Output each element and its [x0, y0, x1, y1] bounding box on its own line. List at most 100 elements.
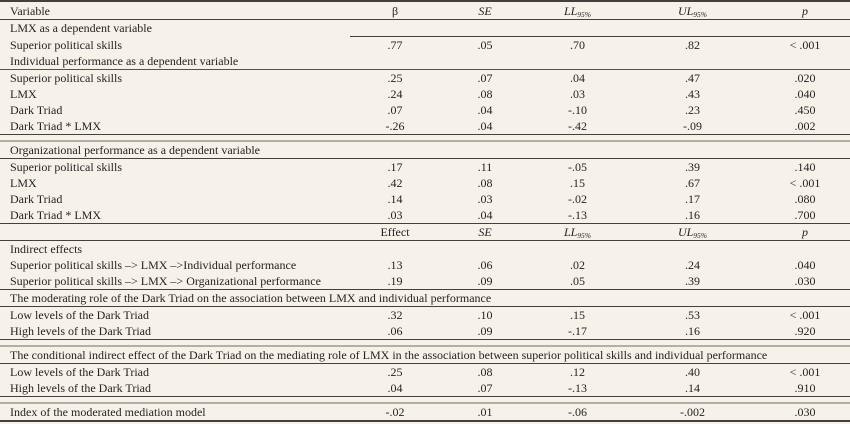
cell-ul: .39	[685, 274, 700, 288]
cell-se: .03	[477, 192, 493, 206]
section-header-label: LMX as a dependent variable	[10, 21, 152, 36]
cell-p: .040	[794, 258, 816, 272]
cell-se: .06	[477, 258, 493, 272]
section-divider-rule	[0, 339, 850, 347]
table-row: Low levels of the Dark Triad .25 .08 .12 .40…	[0, 364, 850, 381]
cell-ll: -.02	[568, 192, 587, 206]
cell-ul: .40	[685, 365, 700, 379]
section-header-label: The conditional indirect effect of the D…	[0, 346, 850, 364]
cell-p: .080	[794, 192, 816, 206]
table-row: Low levels of the Dark Triad .32 .10 .15 .53…	[0, 307, 850, 324]
cell-ll: -.05	[568, 160, 587, 174]
cell-se: .08	[477, 87, 493, 101]
column-header-beta: β	[350, 1, 440, 20]
cell-se: .07	[477, 71, 493, 85]
section-header-row: LMX as a dependent variable	[0, 19, 850, 37]
column-header-label: LL	[563, 225, 578, 239]
section-header-label: Organizational performance as a dependen…	[0, 141, 850, 159]
column-header-subscript: 95%	[693, 9, 708, 19]
column-header-subscript: 95%	[577, 231, 592, 240]
cell-beta: .13	[387, 258, 403, 272]
row-label: Dark Triad * LMX	[10, 208, 102, 222]
cell-p: < .001	[789, 38, 821, 52]
row-label: High levels of the Dark Triad	[10, 324, 151, 338]
section-header-row: Individual performance as a dependent va…	[0, 53, 850, 70]
cell-ul: .14	[685, 381, 700, 395]
section-header-label: Indirect effects	[10, 242, 83, 256]
column-header-variable: Variable	[0, 1, 350, 20]
cell-ll: .05	[570, 274, 585, 288]
row-label: Superior political skills	[10, 160, 122, 174]
cell-p: .920	[794, 324, 816, 338]
cell-ul: .43	[685, 87, 700, 101]
section-header-row: The moderating role of the Dark Triad on…	[0, 289, 850, 307]
cell-ll: .03	[570, 87, 585, 101]
cell-p: .002	[794, 119, 816, 133]
column-header-label: SE	[478, 225, 492, 239]
column-header-subscript: 95%	[693, 231, 708, 240]
column-header-label: Effect	[380, 225, 410, 239]
column-header-label: p	[802, 3, 808, 18]
cell-ul: .67	[685, 176, 700, 190]
column-header-label: UL	[677, 3, 694, 18]
cell-beta: .19	[387, 274, 403, 288]
column-header-variable	[0, 223, 350, 241]
cell-p: .910	[794, 381, 816, 395]
table-row: Dark Triad * LMX .03 .04 -.13 .16 .700	[0, 207, 850, 224]
table-row: Index of the moderated mediation model -.…	[0, 403, 850, 421]
cell-p: < .001	[789, 308, 821, 322]
table-row: Superior political skills –> LMX –>Indiv…	[0, 257, 850, 273]
cell-beta: .14	[387, 192, 403, 206]
cell-ll: .02	[570, 258, 585, 272]
cell-beta: .77	[387, 38, 403, 52]
cell-ll: -.17	[568, 324, 587, 338]
cell-se: .09	[477, 324, 493, 338]
cell-beta: .32	[387, 308, 403, 322]
cell-ul: .23	[685, 103, 700, 117]
cell-ll: -.42	[568, 119, 587, 133]
section-header-label: The moderating role of the Dark Triad on…	[0, 289, 850, 307]
section-header-row: The conditional indirect effect of the D…	[0, 346, 850, 364]
cell-p: .030	[794, 405, 816, 419]
row-label: LMX	[10, 176, 37, 190]
section-divider-rule	[0, 396, 850, 404]
table-row: High levels of the Dark Triad .04 .07 -.13.…	[0, 380, 850, 397]
divider-line	[0, 134, 850, 142]
cell-p: .700	[794, 208, 816, 222]
column-header-ul: UL95%	[625, 1, 760, 20]
cell-beta: .06	[387, 324, 403, 338]
row-label: High levels of the Dark Triad	[10, 381, 151, 395]
divider-line	[0, 339, 850, 347]
header1-row: Variable β SE LL95% UL95% p	[0, 1, 850, 20]
cell-p: .020	[794, 71, 816, 85]
cell-beta: .17	[387, 160, 403, 174]
cell-p: < .001	[789, 365, 821, 379]
table-row: Dark Triad * LMX -.26 .04 -.42 -.09 .002	[0, 118, 850, 135]
cell-beta: .25	[387, 71, 403, 85]
column-header-p: p	[760, 1, 850, 20]
cell-p: .040	[794, 87, 816, 101]
table-row: Dark Triad .07 .04 -.10 .23 .450	[0, 102, 850, 118]
cell-ll: .04	[570, 71, 585, 85]
column-header-p: p	[760, 223, 850, 241]
cell-se: .04	[477, 119, 493, 133]
cell-beta: .24	[387, 87, 403, 101]
section-header-row: Indirect effects	[0, 241, 850, 258]
cell-se: .08	[477, 176, 493, 190]
cell-ll: -.06	[568, 405, 587, 419]
cell-ul: .53	[685, 308, 700, 322]
cell-ul: .16	[685, 208, 700, 222]
cell-se: .04	[477, 208, 493, 222]
cell-p: .140	[794, 160, 816, 174]
cell-beta: -.26	[385, 119, 405, 133]
cell-ul: .39	[685, 160, 700, 174]
section-header-row: Organizational performance as a dependen…	[0, 141, 850, 159]
cell-beta: .04	[387, 381, 403, 395]
column-header-subscript: 95%	[577, 9, 592, 19]
column-header-label: p	[802, 225, 808, 239]
cell-ul: -.09	[683, 119, 702, 133]
column-header-label: β	[391, 3, 399, 18]
cell-se: .07	[477, 381, 493, 395]
